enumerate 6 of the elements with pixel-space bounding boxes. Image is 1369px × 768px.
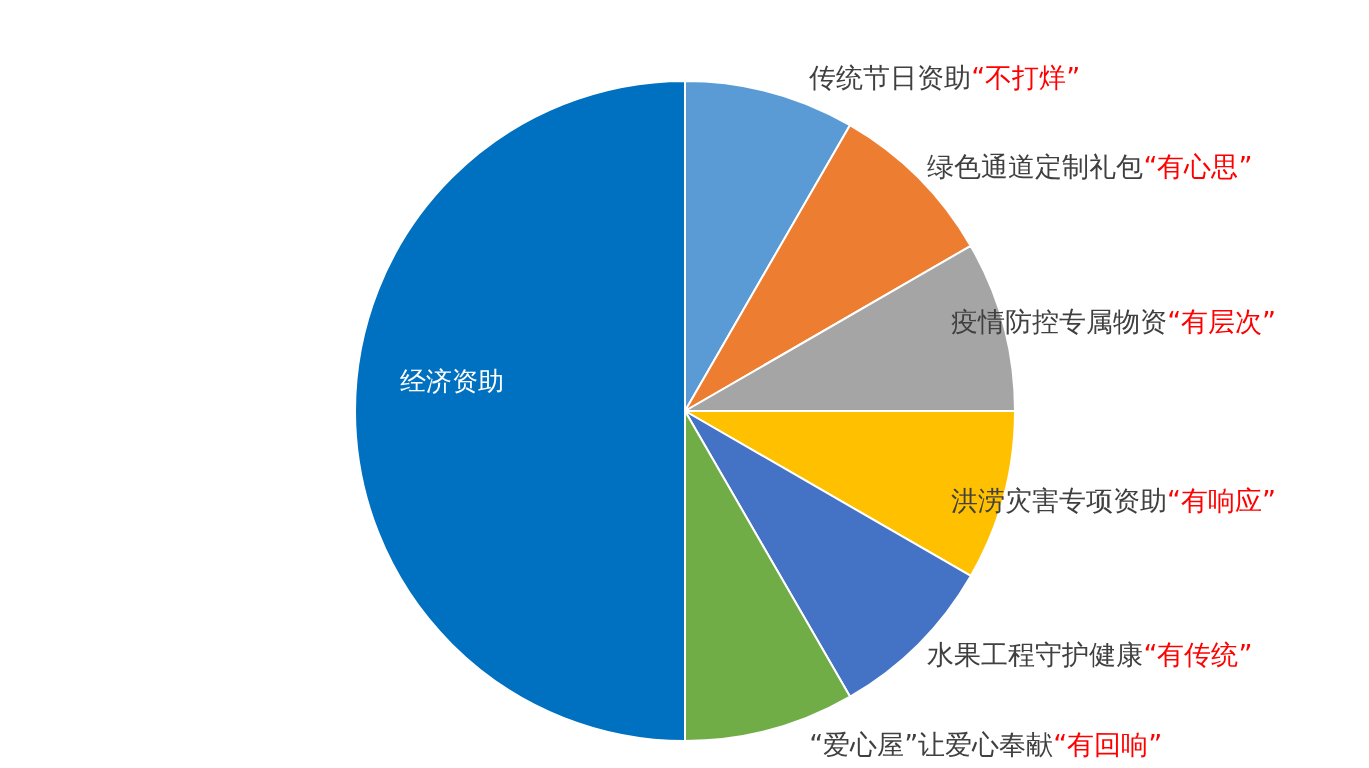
- slice-label: 水果工程守护健康“有传统”: [927, 639, 1253, 671]
- slice-label: “爱心屋”让爱心奉献“有回响”: [809, 728, 1163, 760]
- slice-label: 经济资助: [400, 366, 504, 396]
- slice-label: 传统节日资助“不打烊”: [809, 62, 1081, 94]
- slice-label: 绿色通道定制礼包“有心思”: [927, 151, 1253, 183]
- slice-label: 疫情防控专属物资“有层次”: [951, 306, 1277, 338]
